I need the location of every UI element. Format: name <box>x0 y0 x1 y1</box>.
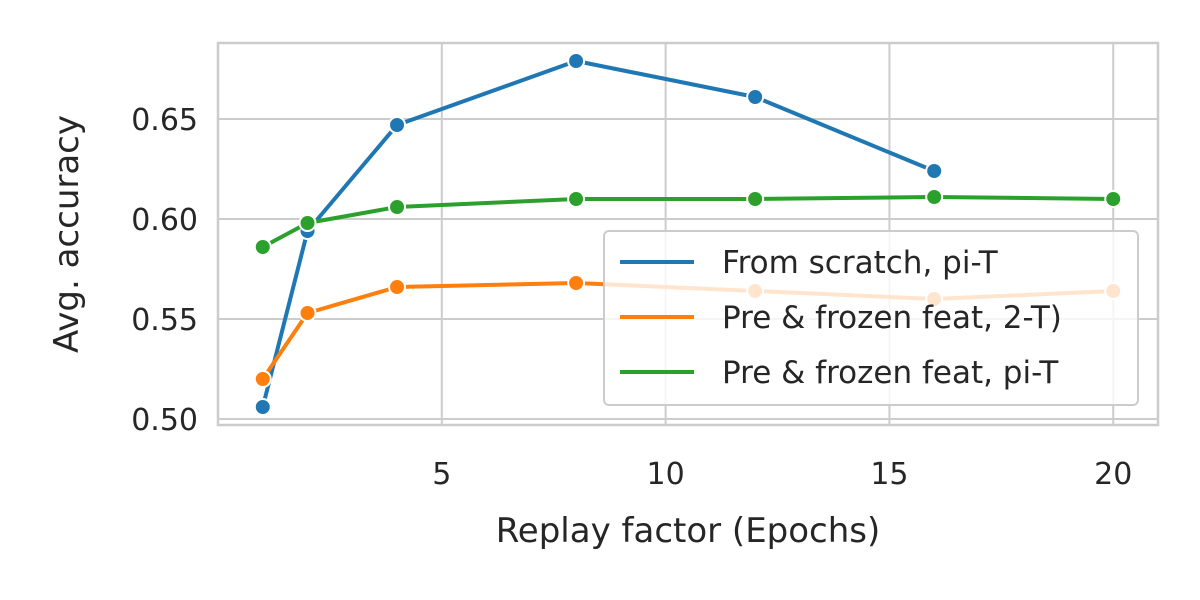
data-point <box>298 214 317 232</box>
x-tick-label: 10 <box>647 457 685 492</box>
data-point <box>1104 190 1123 208</box>
data-point <box>567 52 586 70</box>
plot-frame <box>216 41 1160 427</box>
x-axis-label: Replay factor (Epochs) <box>496 511 881 551</box>
data-point <box>746 88 765 106</box>
data-point <box>746 190 765 208</box>
series-1 <box>253 52 944 416</box>
y-axis-label: Avg. accuracy <box>47 115 87 353</box>
legend-item: Pre & frozen feat, 2-T) <box>620 300 1062 336</box>
y-tick-label: 0.65 <box>131 103 198 138</box>
data-point <box>253 398 272 416</box>
data-point <box>925 188 944 206</box>
legend-item: Pre & frozen feat, pi-T <box>620 355 1059 391</box>
data-point <box>253 238 272 256</box>
data-point <box>925 162 944 180</box>
x-tick-label: 5 <box>432 457 451 492</box>
data-point <box>253 370 272 388</box>
y-tick-label: 0.60 <box>131 203 198 238</box>
x-tick-label: 20 <box>1094 457 1132 492</box>
y-tick-label: 0.55 <box>131 303 198 338</box>
x-axis-ticks: 5 10 15 20 <box>432 457 1132 492</box>
legend: From scratch, pi-T Pre & frozen feat, 2-T… <box>603 230 1139 406</box>
y-tick-label: 0.50 <box>131 403 198 438</box>
legend-items: From scratch, pi-T Pre & frozen feat, 2-T… <box>620 245 1062 391</box>
data-point <box>567 190 586 208</box>
data-point <box>298 304 317 322</box>
legend-box <box>603 230 1139 406</box>
series-line <box>260 59 937 409</box>
legend-label: Pre & frozen feat, 2-T) <box>722 300 1062 336</box>
x-tick-label: 15 <box>870 457 908 492</box>
data-point <box>388 198 407 216</box>
data-point <box>567 274 586 292</box>
legend-label: From scratch, pi-T <box>722 245 999 281</box>
series-3 <box>253 188 1123 256</box>
legend-item: From scratch, pi-T <box>620 245 999 281</box>
legend-label: Pre & frozen feat, pi-T <box>722 355 1059 391</box>
data-point <box>388 278 407 296</box>
data-point <box>388 116 407 134</box>
y-axis-ticks: 0.50 0.55 0.60 0.65 <box>131 103 198 438</box>
